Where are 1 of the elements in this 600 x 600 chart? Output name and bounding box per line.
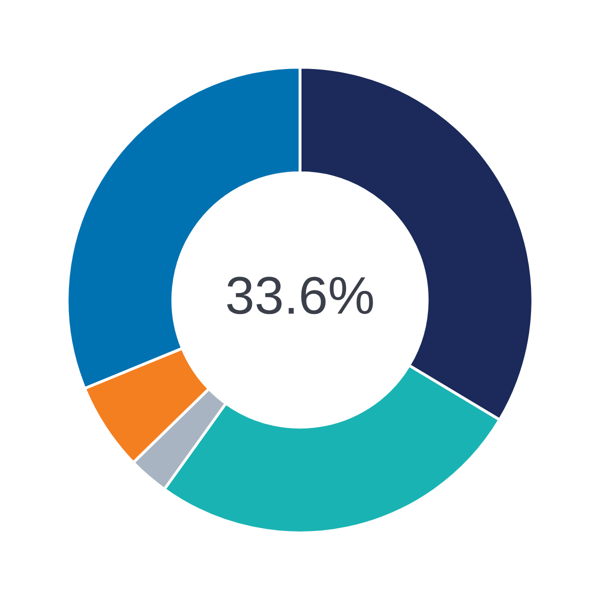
text: 33.6% [227,276,373,314]
